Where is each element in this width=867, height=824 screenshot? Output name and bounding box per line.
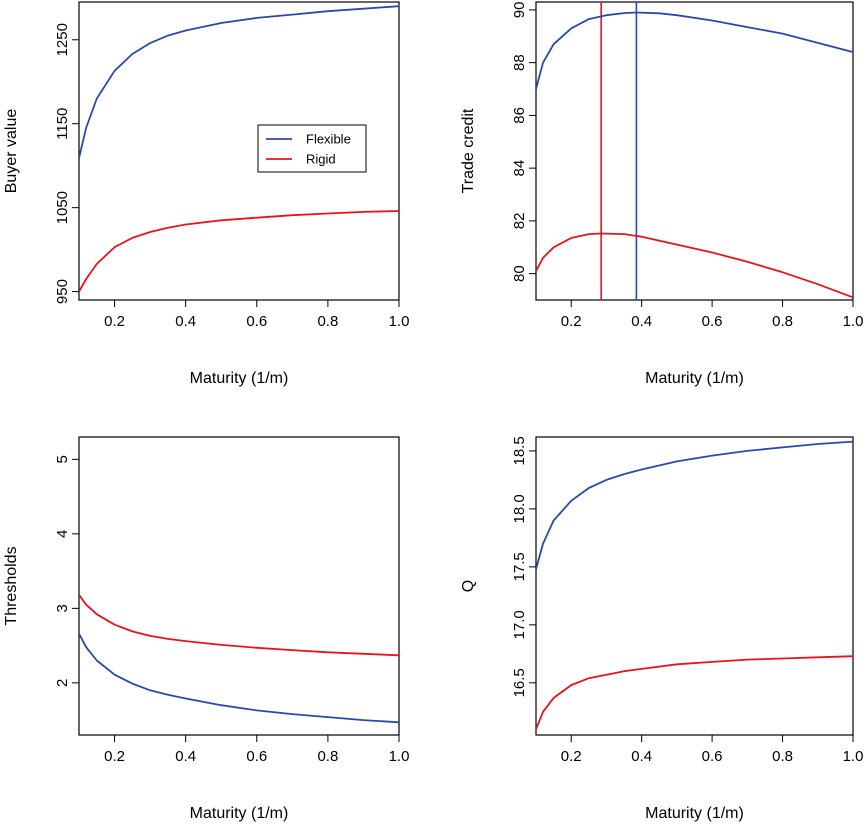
plot-frame	[535, 1, 854, 301]
plot-frame	[535, 436, 854, 736]
y-tick-label: 4	[54, 530, 71, 538]
series-line-flexible	[79, 5, 399, 159]
x-tick-label: 0.6	[702, 313, 723, 330]
y-axis-label: Trade credit	[460, 108, 477, 193]
series-line-rigid	[536, 232, 853, 299]
x-tick-label: 0.6	[246, 748, 267, 765]
y-axis-label: Thresholds	[3, 546, 20, 625]
y-tick-label: 17.5	[511, 552, 528, 581]
x-axis-label: Maturity (1/m)	[645, 370, 744, 387]
x-tick-label: 0.8	[772, 748, 793, 765]
legend-label: Flexible	[306, 132, 351, 147]
legend: Flexible Rigid	[257, 124, 367, 173]
x-tick-label: 0.2	[561, 313, 582, 330]
y-tick-label: 18.0	[511, 494, 528, 523]
x-tick-label: 0.2	[104, 313, 125, 330]
panel-1: 0.2 0.4 0.6 0.8 1.0 950 1050 1150 1250 Maturity (…	[3, 1, 410, 387]
y-tick-label: 86	[511, 107, 528, 124]
y-axis-label: Q	[460, 580, 477, 592]
x-tick-label: 1.0	[843, 748, 864, 765]
y-tick-label: 82	[511, 213, 528, 230]
y-tick-label: 88	[511, 54, 528, 71]
x-tick-label: 0.4	[175, 748, 196, 765]
series-line-rigid	[79, 594, 399, 657]
plot-frame	[78, 436, 400, 736]
y-tick-label: 1150	[54, 108, 71, 140]
x-tick-label: 1.0	[389, 313, 410, 330]
y-tick-label: 16.5	[511, 668, 528, 697]
y-axis-label: Buyer value	[3, 109, 20, 194]
y-tick-label: 80	[511, 265, 528, 282]
x-tick-label: 1.0	[389, 748, 410, 765]
x-tick-label: 1.0	[843, 313, 864, 330]
x-axis-label: Maturity (1/m)	[190, 370, 289, 387]
x-tick-label: 0.2	[104, 748, 125, 765]
y-tick-label: 1050	[54, 191, 71, 224]
x-tick-label: 0.4	[175, 313, 196, 330]
panel-2: 0.2 0.4 0.6 0.8 1.0 80 82 84 86 88 90 Maturity (1/m…	[460, 1, 864, 387]
plot-frame	[78, 1, 400, 301]
y-tick-label: 1250	[54, 23, 71, 56]
legend-box	[257, 124, 367, 173]
x-tick-label: 0.8	[317, 748, 338, 765]
y-tick-label: 17.0	[511, 610, 528, 639]
series-line-flexible	[536, 11, 853, 90]
y-tick-label: 2	[54, 679, 71, 687]
x-tick-label: 0.8	[772, 313, 793, 330]
series-line-flexible	[79, 633, 399, 724]
x-axis-label: Maturity (1/m)	[645, 805, 744, 822]
y-tick-label: 3	[54, 604, 71, 612]
x-tick-label: 0.2	[561, 748, 582, 765]
x-tick-label: 0.4	[631, 313, 652, 330]
x-tick-label: 0.8	[317, 313, 338, 330]
y-tick-label: 5	[54, 455, 71, 463]
x-tick-label: 0.4	[631, 748, 652, 765]
x-tick-label: 0.6	[702, 748, 723, 765]
panel-4: 0.2 0.4 0.6 0.8 1.0 16.5 17.0 17.5 18.0 18.5 Matur…	[460, 436, 863, 822]
y-tick-label: 84	[511, 160, 528, 177]
series-line-rigid	[79, 210, 399, 293]
legend-label: Rigid	[306, 152, 336, 167]
panel-3: 0.2 0.4 0.6 0.8 1.0 2 3 4 5 Maturity (1/m) Thresho…	[3, 436, 410, 822]
y-tick-label: 950	[54, 279, 71, 304]
y-tick-label: 18.5	[511, 436, 528, 465]
x-axis-label: Maturity (1/m)	[190, 805, 289, 822]
series-line-rigid	[536, 655, 853, 730]
series-line-flexible	[536, 440, 853, 570]
x-tick-label: 0.6	[246, 313, 267, 330]
y-tick-label: 90	[511, 2, 528, 19]
